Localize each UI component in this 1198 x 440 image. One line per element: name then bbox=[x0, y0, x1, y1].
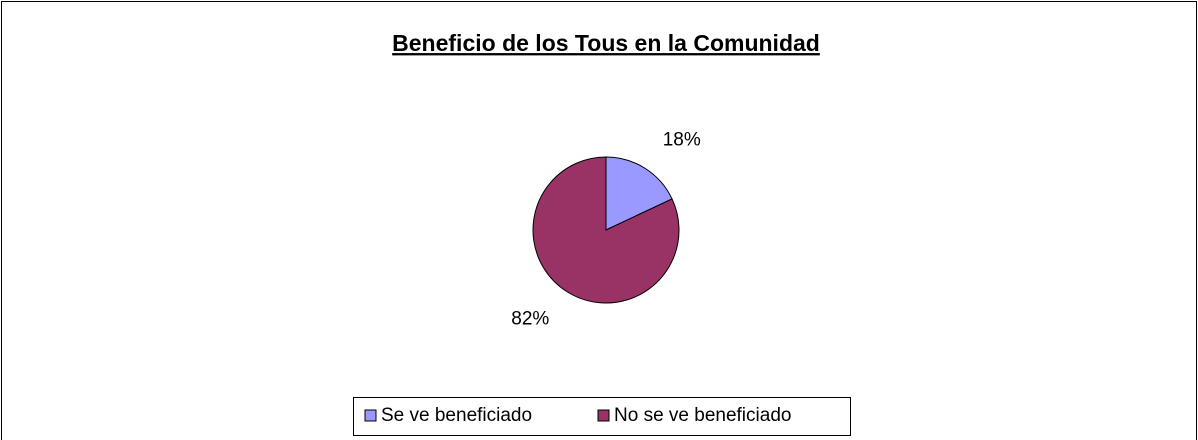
legend-label: Se ve beneficiado bbox=[381, 405, 532, 426]
data-label: 82% bbox=[511, 308, 549, 329]
pie-slice bbox=[532, 156, 680, 304]
legend-label: No se ve beneficiado bbox=[614, 405, 791, 426]
data-label: 18% bbox=[663, 130, 701, 151]
pie-slice bbox=[605, 156, 673, 231]
legend-marker bbox=[364, 409, 377, 422]
legend-marker bbox=[597, 409, 610, 422]
chart-title: Beneficio de los Tous en la Comunidad bbox=[392, 30, 820, 56]
